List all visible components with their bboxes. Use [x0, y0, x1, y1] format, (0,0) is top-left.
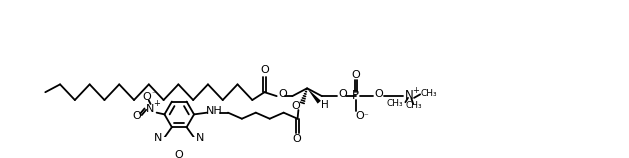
- Text: O: O: [279, 89, 287, 99]
- Text: ⁻: ⁻: [363, 112, 368, 122]
- Text: N: N: [147, 104, 155, 114]
- Text: N: N: [405, 89, 414, 102]
- Text: N: N: [153, 134, 162, 143]
- Text: O: O: [132, 111, 141, 121]
- Text: CH₃: CH₃: [406, 101, 423, 110]
- Text: O: O: [291, 101, 300, 111]
- Text: +: +: [413, 86, 420, 95]
- Text: O: O: [355, 111, 364, 121]
- Text: N: N: [196, 134, 205, 143]
- Text: P: P: [352, 89, 359, 102]
- Text: +: +: [153, 99, 160, 108]
- Text: O: O: [374, 89, 383, 99]
- Polygon shape: [307, 88, 321, 104]
- Text: O: O: [175, 150, 184, 158]
- Text: ⁻: ⁻: [151, 89, 155, 98]
- Text: H: H: [321, 100, 329, 110]
- Text: CH₃: CH₃: [420, 89, 437, 98]
- Text: NH: NH: [206, 106, 223, 116]
- Text: O: O: [260, 65, 269, 76]
- Text: O: O: [352, 70, 360, 80]
- Text: O: O: [292, 134, 301, 144]
- Text: O: O: [143, 92, 152, 102]
- Text: O: O: [338, 88, 347, 98]
- Text: CH₃: CH₃: [386, 99, 403, 108]
